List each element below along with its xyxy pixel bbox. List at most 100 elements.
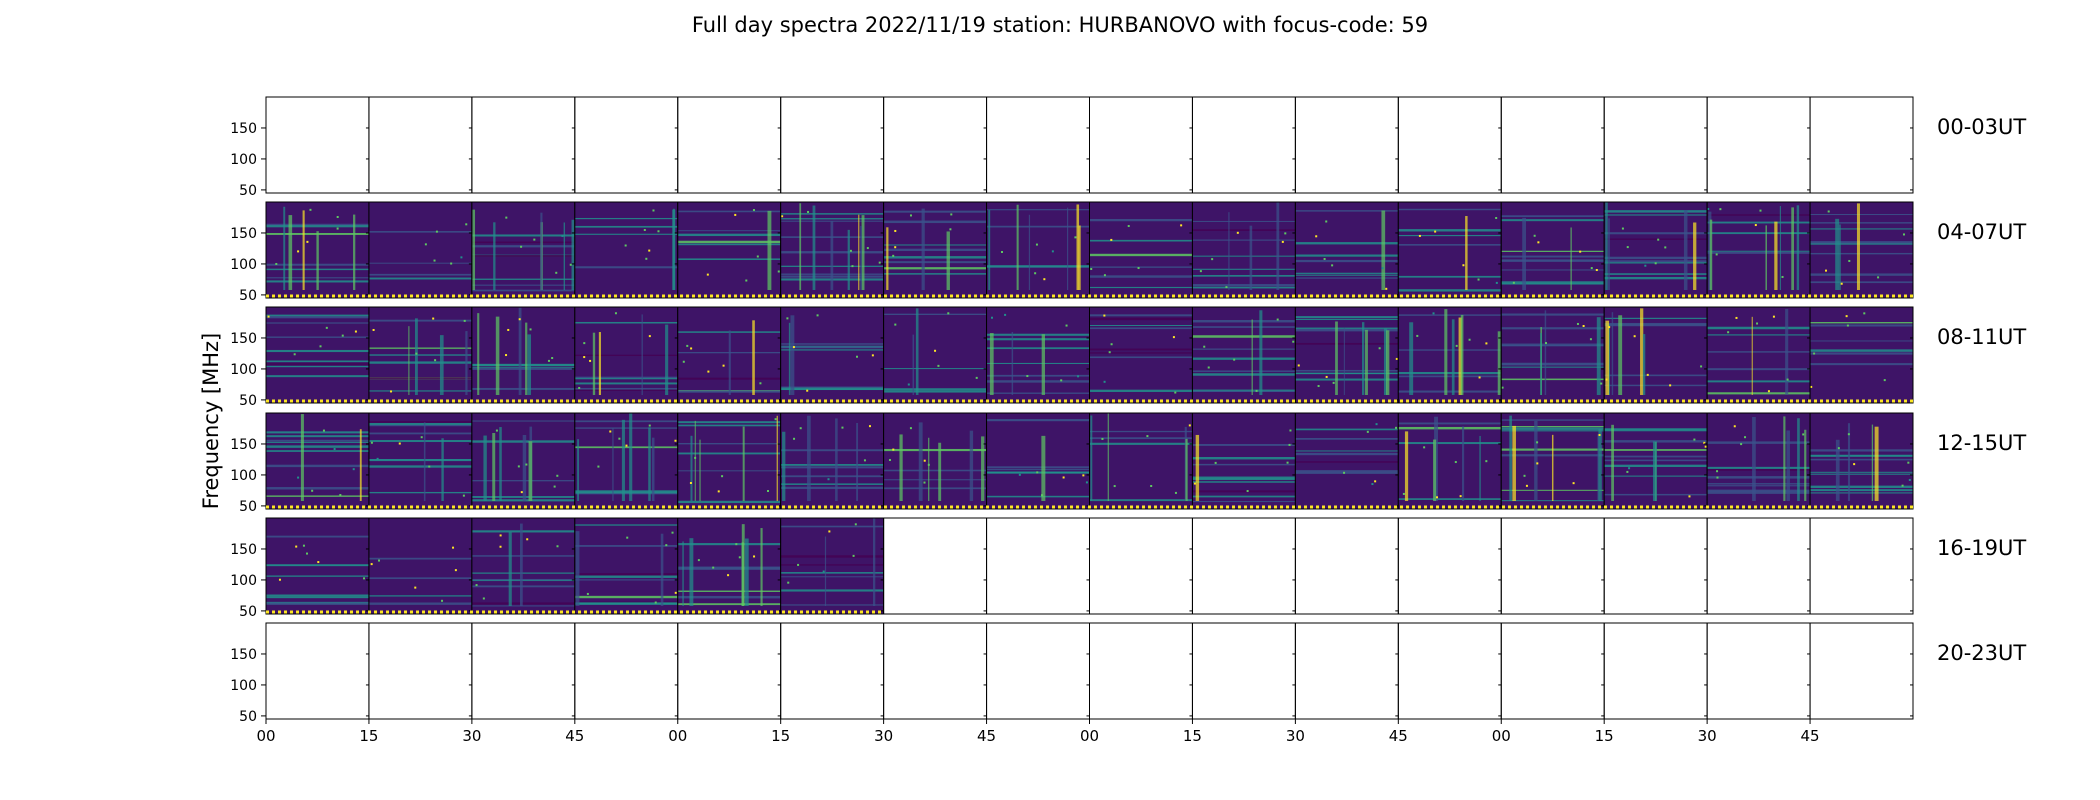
y-tick-label: 50: [239, 393, 257, 409]
panel-frame: [780, 622, 885, 720]
bright-pixel: [336, 215, 339, 218]
spectral-line: [1192, 370, 1296, 372]
spectral-line: [471, 605, 575, 607]
spectral-line: [368, 459, 472, 462]
bright-pixel: [738, 556, 741, 559]
bright-pixel: [907, 383, 910, 386]
burst-stripe: [776, 415, 778, 501]
spectral-line: [574, 545, 678, 547]
spectral-line: [1501, 419, 1605, 421]
burst-stripe: [353, 214, 356, 290]
spectrogram-fill: [1295, 202, 1399, 298]
spectral-line: [1192, 476, 1296, 479]
burst-stripe: [483, 435, 487, 501]
spectral-line: [368, 277, 472, 280]
spectral-line: [1089, 430, 1193, 433]
burst-stripe: [660, 533, 664, 606]
bright-pixel: [1700, 365, 1703, 368]
bright-pixel: [1853, 463, 1856, 466]
spectral-line: [574, 387, 678, 390]
bright-pixel: [1082, 474, 1085, 477]
spectral-line: [471, 572, 575, 574]
spectral-line: [1707, 469, 1811, 471]
spectral-line: [1192, 348, 1296, 350]
spectral-line: [1398, 275, 1502, 278]
bright-pixel: [1908, 478, 1911, 481]
spectral-line: [1398, 390, 1502, 393]
bright-pixel: [1193, 482, 1196, 485]
bright-pixel: [827, 478, 830, 481]
burst-stripe: [1797, 418, 1800, 501]
spectral-line: [1295, 242, 1399, 245]
spectral-line: [471, 585, 575, 588]
spectral-line: [1604, 317, 1708, 319]
burst-stripe: [1011, 331, 1014, 395]
spectral-line: [1810, 241, 1913, 244]
spectral-line: [471, 234, 575, 237]
bright-pixel: [1110, 343, 1113, 346]
bright-pixel: [1735, 316, 1738, 319]
bright-pixel: [665, 544, 668, 547]
spectral-line: [1089, 348, 1193, 351]
bright-pixel: [297, 250, 300, 253]
bright-pixel: [1512, 281, 1515, 284]
bright-pixel: [1036, 471, 1039, 474]
spectral-line: [986, 362, 1090, 365]
spectral-line: [780, 475, 884, 478]
spectral-line: [574, 595, 678, 599]
burst-stripe: [439, 335, 444, 395]
y-tick-label: 100: [230, 573, 257, 589]
spectral-line: [1089, 442, 1193, 445]
spectral-line: [883, 487, 987, 490]
bright-pixel: [1579, 250, 1582, 253]
bright-pixel: [727, 574, 730, 577]
bright-pixel: [909, 214, 912, 217]
spectrogram-fill: [986, 413, 1090, 509]
burst-stripe: [527, 334, 532, 395]
spectral-line: [1501, 219, 1605, 222]
spectral-line: [368, 557, 472, 560]
burst-stripe: [472, 209, 476, 290]
spectral-line: [1192, 229, 1296, 231]
spectral-line: [1398, 375, 1502, 378]
burst-stripe: [860, 225, 862, 290]
bright-pixel: [1043, 278, 1046, 281]
burst-stripe: [1509, 415, 1512, 501]
row-time-label: 16-19UT: [1937, 536, 2026, 560]
y-tick-label: 100: [230, 468, 257, 484]
spectrogram-fill: [1707, 413, 1811, 509]
spectral-line: [677, 543, 781, 546]
spectral-line: [471, 387, 575, 390]
burst-stripe: [1597, 434, 1600, 501]
spectral-line: [1707, 489, 1811, 492]
bright-pixel: [424, 243, 427, 246]
spectral-line: [1707, 334, 1811, 336]
bright-pixel: [555, 271, 558, 274]
panel-frame: [265, 622, 370, 720]
spectrogram-fill: [1398, 202, 1502, 298]
panel-frame: [1706, 517, 1811, 615]
panel-frame: [265, 96, 370, 194]
burst-stripe: [1709, 219, 1713, 290]
bright-pixel: [1203, 345, 1206, 348]
bright-pixel: [786, 317, 789, 320]
spectral-line: [677, 500, 781, 504]
bright-pixel: [1343, 471, 1346, 474]
panel-frame: [1809, 622, 1914, 720]
bright-pixel: [1289, 429, 1292, 432]
spectral-line: [1192, 220, 1296, 222]
bright-pixel: [1459, 495, 1462, 498]
spectral-line: [1810, 471, 1913, 473]
bright-pixel: [618, 437, 621, 440]
burst-stripe: [1041, 435, 1046, 501]
bright-pixel: [1150, 484, 1153, 487]
bright-pixel: [657, 230, 660, 233]
spectral-line: [266, 435, 369, 438]
spectral-line: [266, 360, 369, 363]
panel-frame: [986, 517, 1090, 615]
bright-pixel: [339, 494, 342, 497]
bright-pixel: [990, 316, 993, 319]
spectral-line: [1089, 324, 1193, 327]
burst-stripe: [672, 209, 676, 290]
spectrogram-fill: [471, 518, 575, 614]
